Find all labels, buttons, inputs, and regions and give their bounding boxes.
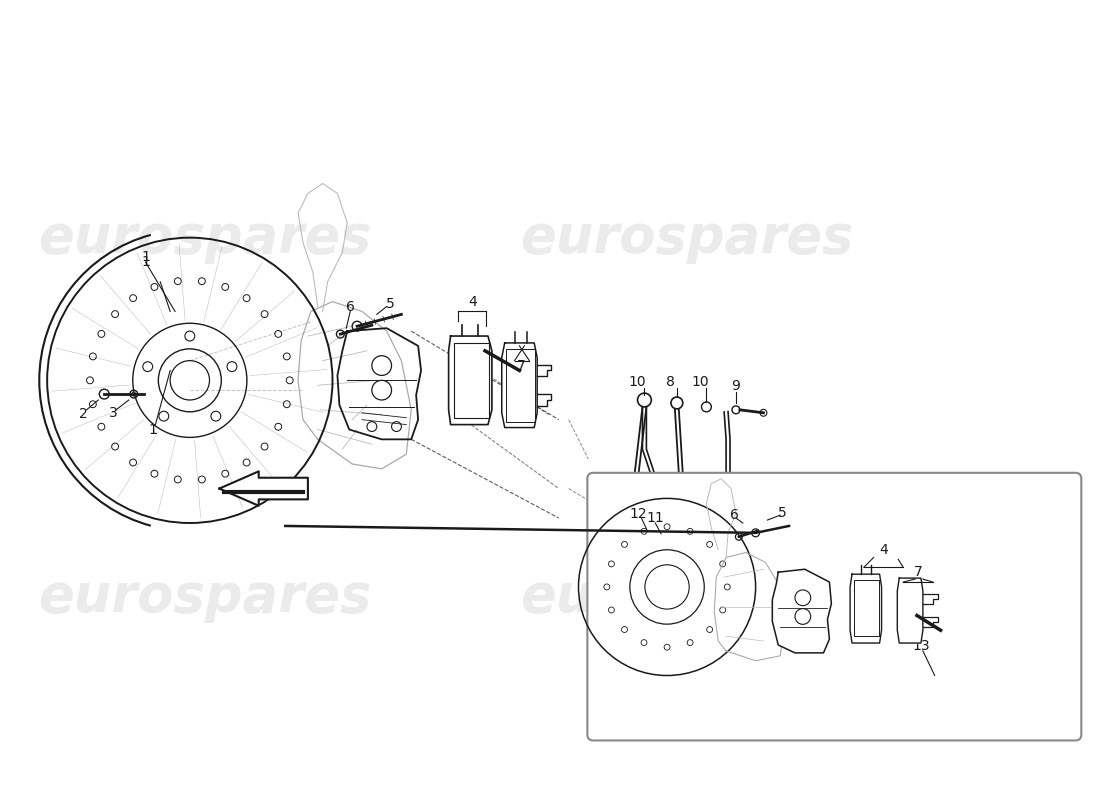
Bar bbox=[506, 349, 536, 422]
Polygon shape bbox=[898, 578, 923, 643]
Text: 6: 6 bbox=[345, 299, 354, 314]
Text: 12: 12 bbox=[629, 507, 647, 521]
Text: 1: 1 bbox=[148, 422, 157, 437]
Text: 7: 7 bbox=[914, 565, 922, 579]
Text: 10: 10 bbox=[629, 375, 647, 390]
Text: 5: 5 bbox=[386, 297, 395, 310]
Bar bbox=[854, 580, 879, 636]
Text: 1: 1 bbox=[141, 255, 150, 270]
Text: 9: 9 bbox=[732, 379, 740, 394]
Bar bbox=[453, 343, 490, 418]
Text: 3: 3 bbox=[109, 406, 118, 420]
Polygon shape bbox=[219, 471, 308, 506]
Polygon shape bbox=[850, 574, 881, 643]
Text: 8: 8 bbox=[666, 375, 674, 390]
Text: 11: 11 bbox=[647, 511, 664, 525]
Text: eurospares: eurospares bbox=[520, 212, 854, 264]
Text: 10: 10 bbox=[692, 375, 710, 390]
Text: 13: 13 bbox=[912, 639, 930, 653]
Text: eurospares: eurospares bbox=[37, 570, 372, 622]
Text: 5: 5 bbox=[778, 506, 786, 520]
Text: eurospares: eurospares bbox=[37, 212, 372, 264]
Text: 7: 7 bbox=[517, 358, 526, 373]
Text: 4: 4 bbox=[879, 542, 888, 557]
Text: 4: 4 bbox=[468, 294, 476, 309]
Text: 2: 2 bbox=[79, 406, 88, 421]
FancyBboxPatch shape bbox=[587, 473, 1081, 741]
Text: 1: 1 bbox=[141, 250, 150, 264]
Text: eurospares: eurospares bbox=[520, 570, 854, 622]
Polygon shape bbox=[772, 570, 832, 653]
Text: 6: 6 bbox=[729, 508, 738, 522]
Polygon shape bbox=[502, 343, 537, 427]
Polygon shape bbox=[449, 336, 492, 425]
